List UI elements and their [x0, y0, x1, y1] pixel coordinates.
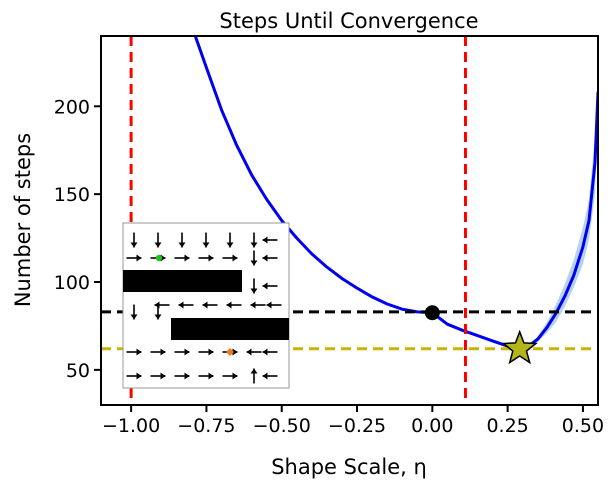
start-state-marker: [155, 254, 163, 262]
arrow-right-icon: [174, 348, 190, 356]
arrow-down-icon: [130, 304, 138, 320]
wall-block: [171, 318, 289, 340]
y-tick-label: 200: [54, 96, 90, 118]
arrow-down-icon: [250, 232, 258, 248]
arrow-right-icon: [198, 372, 214, 380]
chart-title: Steps Until Convergence: [219, 9, 478, 33]
x-tick-label: 0.50: [562, 415, 604, 437]
arrow-down-icon: [250, 250, 258, 266]
y-tick-label: 100: [54, 272, 90, 294]
arrow-right-icon: [150, 348, 166, 356]
plot-frame: [100, 35, 599, 406]
arrow-right-icon: [198, 254, 214, 262]
arrow-right-icon: [198, 348, 214, 356]
goal-state-marker: [226, 348, 234, 356]
arrow-up-icon: [250, 368, 258, 384]
arrow-left-icon: [246, 348, 262, 356]
y-tick-label: 150: [54, 184, 90, 206]
arrow-right-icon: [126, 254, 142, 262]
arrow-left-icon: [262, 348, 278, 356]
arrow-left-icon: [262, 282, 278, 290]
x-tick-label: −0.25: [328, 415, 386, 437]
arrow-left-icon: [262, 372, 278, 380]
arrow-left-icon: [178, 301, 194, 309]
gridworld-inset: [122, 222, 290, 389]
y-axis-title: Number of steps: [11, 133, 35, 307]
arrow-left-icon: [226, 301, 242, 309]
y-tick-label: 50: [66, 360, 90, 382]
arrow-down-icon: [202, 232, 210, 248]
arrow-right-icon: [174, 254, 190, 262]
plot-area: [101, 36, 598, 405]
arrow-left-icon: [266, 301, 282, 309]
arrow-left-icon: [262, 236, 278, 244]
arrow-down-icon: [130, 232, 138, 248]
arrow-down-icon: [226, 232, 234, 248]
circle-marker: [424, 305, 440, 321]
arrow-right-icon: [126, 372, 142, 380]
arrow-right-icon: [222, 372, 238, 380]
x-tick-label: −0.75: [177, 415, 235, 437]
x-tick-label: −1.00: [102, 415, 160, 437]
arrow-down-icon: [154, 304, 162, 320]
star-marker: [501, 329, 538, 365]
x-tick-label: −0.50: [253, 415, 311, 437]
arrow-right-icon: [222, 254, 238, 262]
x-tick-label: 0.00: [411, 415, 453, 437]
arrow-left-icon: [262, 254, 278, 262]
arrow-right-icon: [174, 372, 190, 380]
x-axis: −1.00 −0.75 −0.50 −0.25 0.00 0.25 0.50: [102, 405, 604, 437]
y-axis: 50 100 150 200: [54, 96, 101, 382]
x-axis-title: Shape Scale, η: [271, 455, 427, 479]
arrow-right-icon: [150, 372, 166, 380]
arrow-left-icon: [250, 301, 266, 309]
x-tick-label: 0.25: [486, 415, 528, 437]
confidence-band-0: [195, 36, 598, 349]
arrow-left-icon: [202, 301, 218, 309]
arrow-down-icon: [154, 232, 162, 248]
wall-block: [123, 270, 242, 292]
arrow-down-icon: [250, 278, 258, 294]
arrow-right-icon: [126, 348, 142, 356]
arrow-down-icon: [178, 232, 186, 248]
